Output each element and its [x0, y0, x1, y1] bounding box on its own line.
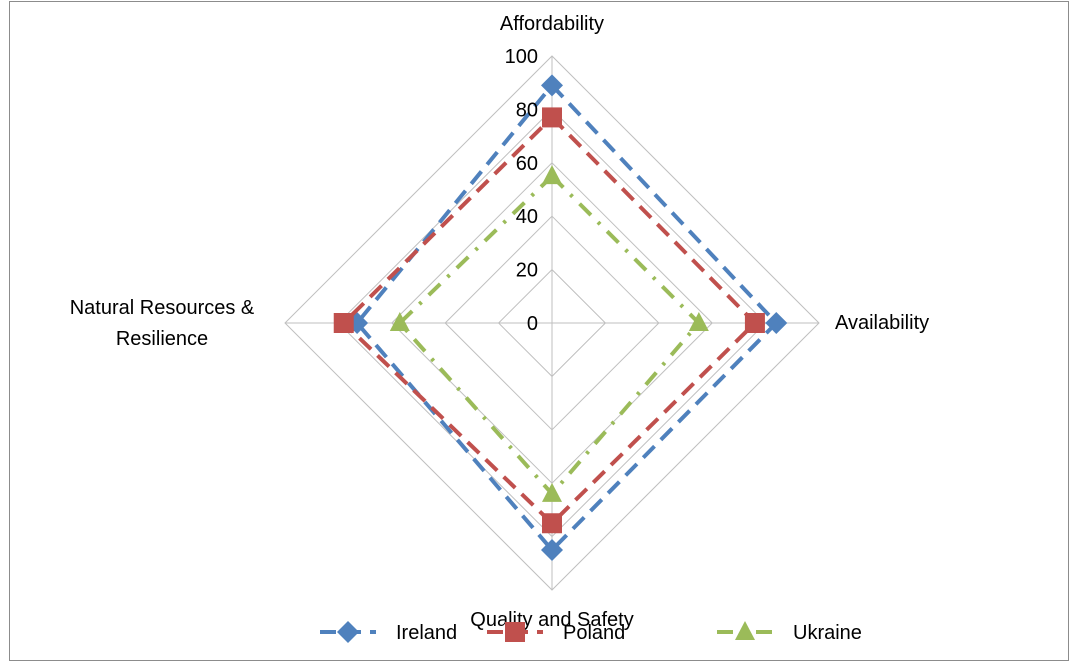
axis-label-natural-resources-line1: Natural Resources &	[70, 297, 255, 319]
data-point-poland	[542, 513, 562, 534]
legend-label-poland: Poland	[563, 622, 625, 644]
data-point-ireland	[541, 538, 563, 561]
legend-marker-poland	[505, 622, 525, 642]
axis-label-natural-resources-line2: Resilience	[116, 328, 208, 350]
data-point-ireland	[765, 312, 788, 334]
data-point-ukraine	[688, 312, 709, 331]
series-line-poland	[340, 114, 758, 527]
data-point-poland	[744, 313, 765, 333]
series-line-ireland	[354, 82, 780, 553]
data-point-ireland	[541, 74, 563, 97]
legend-marker-ireland	[337, 621, 359, 643]
data-point-ukraine	[389, 312, 410, 331]
tick-label-100: 100	[505, 46, 538, 68]
legend-label-ireland: Ireland	[396, 622, 457, 644]
tick-label-20: 20	[516, 260, 538, 282]
legend-marker-ukraine	[735, 621, 755, 640]
axis-label-affordability: Affordability	[500, 13, 604, 35]
data-point-ukraine	[542, 482, 562, 502]
legend-label-ukraine: Ukraine	[793, 622, 862, 644]
data-point-poland	[333, 313, 354, 333]
chart-frame	[9, 1, 1069, 661]
tick-label-0: 0	[527, 313, 538, 335]
tick-label-60: 60	[516, 153, 538, 175]
data-point-ukraine	[542, 165, 562, 185]
tick-label-80: 80	[516, 99, 538, 121]
data-point-poland	[542, 107, 562, 128]
axis-label-availability: Availability	[835, 312, 929, 334]
tick-label-40: 40	[516, 206, 538, 228]
radar-chart: 020406080100AffordabilityAvailabilityQua…	[70, 13, 929, 644]
